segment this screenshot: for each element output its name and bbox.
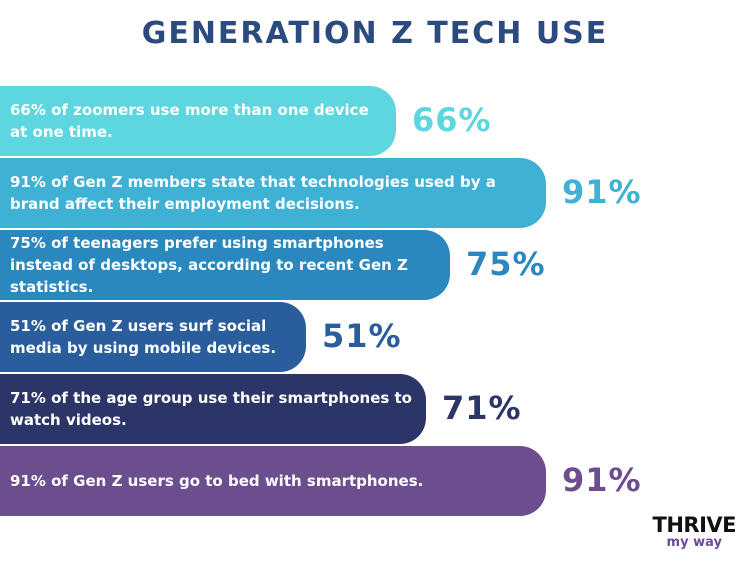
logo-bottom-text: my way <box>666 535 722 550</box>
bar-value-label-2: 91% <box>562 173 642 211</box>
bar-3: 75% of teenagers prefer using smartphone… <box>0 230 450 300</box>
logo-top-text: THRIVE <box>652 513 737 537</box>
bar-label-3: 75% of teenagers prefer using smartphone… <box>10 234 408 296</box>
chart-title: GENERATION Z TECH USE <box>141 16 609 51</box>
bar-6: 91% of Gen Z users go to bed with smartp… <box>0 446 546 516</box>
bar-value-label-3: 75% <box>466 245 546 283</box>
bar-value-label-4: 51% <box>322 317 402 355</box>
bar-label-5: 71% of the age group use their smartphon… <box>10 389 412 429</box>
thrive-my-way-logo: THRIVE my way <box>652 513 737 550</box>
bar-label-2: 91% of Gen Z members state that technolo… <box>10 173 496 213</box>
bar-value-label-1: 66% <box>412 101 492 139</box>
bar-label-6: 91% of Gen Z users go to bed with smartp… <box>10 472 424 490</box>
bar-value-label-5: 71% <box>442 389 522 427</box>
bar-2: 91% of Gen Z members state that technolo… <box>0 158 546 228</box>
bar-label-4: 51% of Gen Z users surf social media by … <box>10 317 277 357</box>
bar-5: 71% of the age group use their smartphon… <box>0 374 426 444</box>
bar-4: 51% of Gen Z users surf social media by … <box>0 302 306 372</box>
bar-1: 66% of zoomers use more than one device … <box>0 86 396 156</box>
bar-value-label-6: 91% <box>562 461 642 499</box>
bar-label-1: 66% of zoomers use more than one device … <box>10 101 369 141</box>
